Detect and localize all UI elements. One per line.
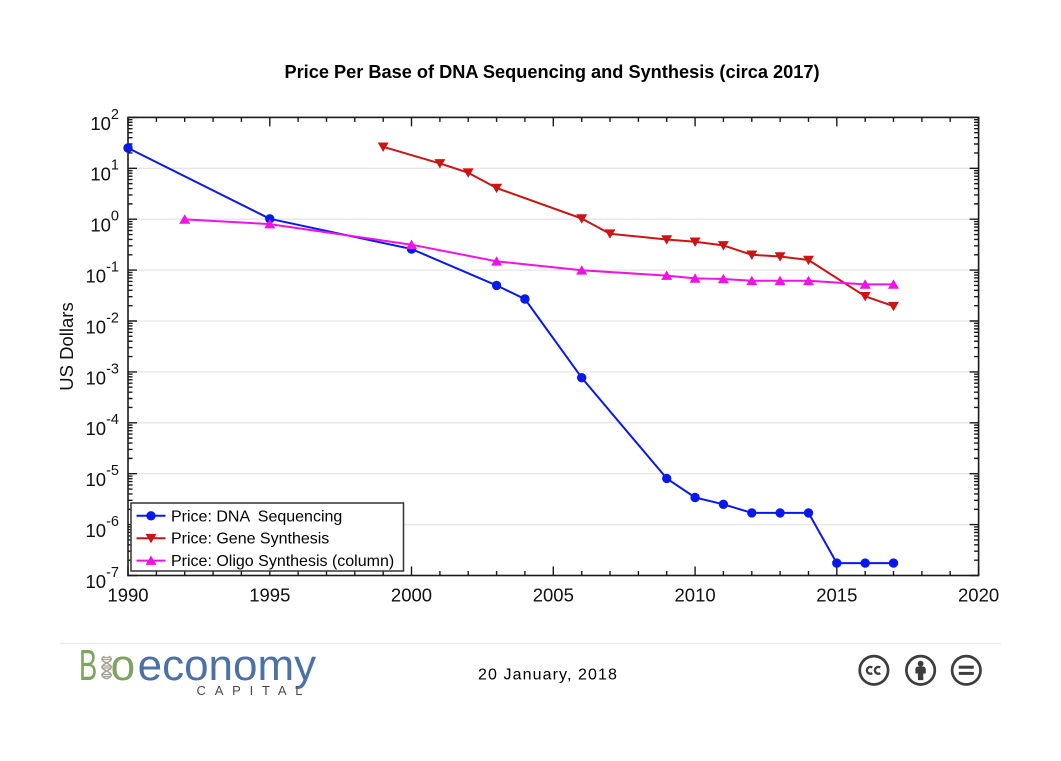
svg-text:2005: 2005 (533, 585, 574, 606)
svg-text:2020: 2020 (958, 585, 999, 606)
svg-text:o: o (111, 641, 135, 690)
svg-text:Price: Oligo Synthesis (column: Price: Oligo Synthesis (column) (171, 553, 394, 570)
svg-text:1990: 1990 (107, 585, 148, 606)
svg-text:1995: 1995 (249, 585, 290, 606)
svg-text:US Dollars: US Dollars (56, 302, 77, 390)
svg-text:economy: economy (138, 641, 317, 690)
svg-text:20 January, 2018: 20 January, 2018 (478, 667, 618, 684)
svg-text:Price: DNA Sequencing: Price: DNA Sequencing (171, 508, 342, 525)
svg-text:2010: 2010 (675, 585, 716, 606)
svg-text:2015: 2015 (816, 585, 857, 606)
svg-text:CAPITAL: CAPITAL (197, 683, 312, 698)
svg-text:Price Per Base of DNA Sequenci: Price Per Base of DNA Sequencing and Syn… (284, 62, 819, 82)
svg-text:2000: 2000 (391, 585, 432, 606)
svg-text:B: B (79, 640, 97, 689)
svg-text:Price: Gene Synthesis: Price: Gene Synthesis (171, 531, 329, 548)
